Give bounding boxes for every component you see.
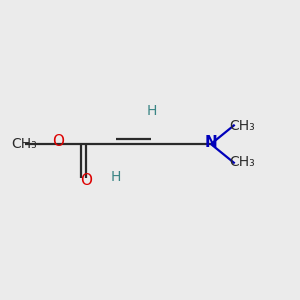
Text: CH₃: CH₃ — [11, 137, 37, 151]
Text: N: N — [205, 135, 217, 150]
Text: CH₃: CH₃ — [229, 119, 255, 133]
Text: H: H — [111, 170, 121, 184]
Text: O: O — [52, 134, 64, 149]
Text: O: O — [80, 173, 92, 188]
Text: CH₃: CH₃ — [229, 155, 255, 169]
Text: H: H — [146, 104, 157, 118]
